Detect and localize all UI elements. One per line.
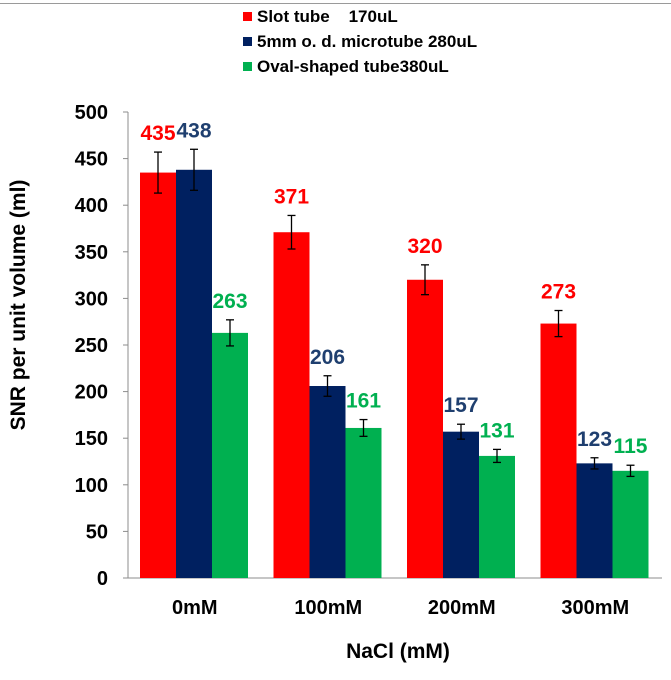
data-label: 263 (212, 290, 247, 313)
y-axis-title: SNR per unit volume (ml) (7, 180, 30, 431)
y-tick-label: 400 (75, 195, 108, 217)
bar (176, 169, 212, 578)
y-tick-label: 250 (75, 335, 108, 357)
data-label: 157 (443, 394, 478, 417)
data-label: 123 (577, 428, 612, 451)
x-tick-label: 0mM (172, 597, 218, 619)
data-label: 161 (346, 390, 381, 413)
x-tick-label: 200mM (428, 597, 496, 619)
legend-label-2: Oval-shaped tube380uL (257, 57, 449, 76)
x-axis: 0mM 100mM 200mM 300mM (128, 577, 662, 619)
data-label: 320 (407, 235, 442, 258)
frame-top-border (0, 3, 671, 4)
bar (273, 232, 310, 578)
y-tick-label: 450 (75, 149, 108, 171)
data-label: 435 (140, 122, 175, 145)
data-label: 206 (310, 346, 345, 369)
legend-swatch-2 (243, 62, 252, 71)
y-tick-label: 200 (75, 382, 108, 404)
bar (576, 463, 613, 578)
x-tick-label: 100mM (294, 597, 362, 619)
bar (407, 279, 443, 578)
bar (345, 427, 382, 578)
bars (140, 169, 649, 578)
legend-label-0: Slot tube 170uL (257, 7, 398, 26)
y-tick-label: 350 (75, 242, 108, 264)
y-tick-label: 0 (97, 568, 108, 590)
legend: Slot tube 170uL 5mm o. d. microtube 280uL… (243, 7, 477, 76)
data-label: 115 (614, 435, 648, 458)
error-bars (154, 148, 635, 478)
data-label: 131 (479, 419, 514, 442)
bar (612, 470, 649, 578)
y-tick-label: 50 (86, 521, 108, 543)
legend-swatch-0 (243, 12, 252, 21)
bar (309, 386, 346, 578)
legend-swatch-1 (243, 37, 252, 46)
y-tick-label: 500 (75, 102, 108, 124)
x-tick-label: 300mM (561, 597, 629, 619)
y-tick-label: 150 (75, 428, 108, 450)
data-label: 371 (274, 185, 309, 208)
y-tick-label: 300 (75, 288, 108, 310)
y-tick-label: 100 (75, 475, 108, 497)
bar (140, 172, 176, 578)
data-label: 273 (541, 281, 576, 304)
bar (212, 332, 248, 578)
y-axis: 0 50 100 150 200 250 300 350 400 450 500 (75, 102, 129, 590)
bar (540, 323, 577, 578)
bar (443, 431, 479, 578)
legend-label-1: 5mm o. d. microtube 280uL (257, 32, 477, 51)
data-label: 438 (176, 119, 211, 142)
bar (479, 455, 515, 578)
x-axis-title: NaCl (mM) (346, 640, 450, 663)
